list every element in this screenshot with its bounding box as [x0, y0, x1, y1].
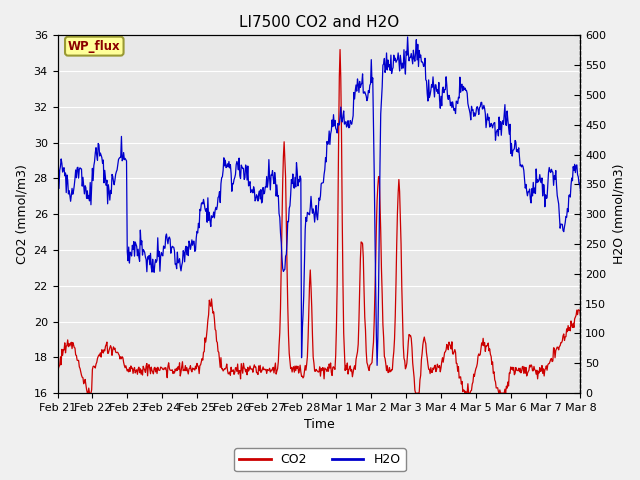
X-axis label: Time: Time: [303, 419, 334, 432]
Title: LI7500 CO2 and H2O: LI7500 CO2 and H2O: [239, 15, 399, 30]
Y-axis label: H2O (mmol/m3): H2O (mmol/m3): [612, 164, 625, 264]
Y-axis label: CO2 (mmol/m3): CO2 (mmol/m3): [15, 164, 28, 264]
Text: WP_flux: WP_flux: [68, 40, 120, 53]
Legend: CO2, H2O: CO2, H2O: [234, 448, 406, 471]
